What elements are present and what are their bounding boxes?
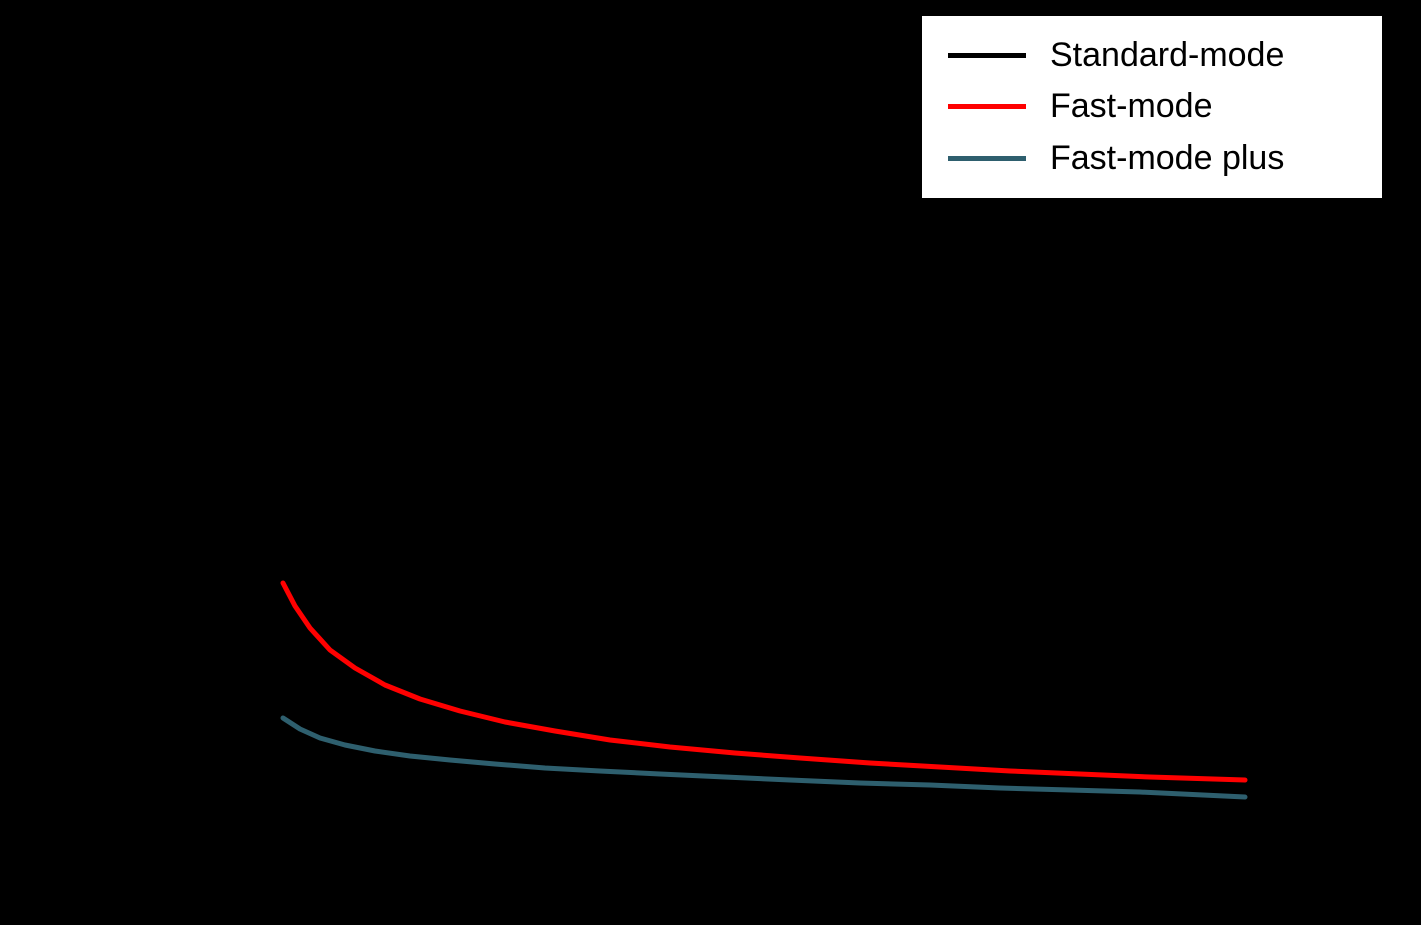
legend-line-swatch [948, 53, 1026, 59]
legend-label: Standard-mode [1050, 35, 1285, 74]
fast-mode-plus-line [280, 715, 1248, 800]
legend-entry-standard-mode: Standard-mode [948, 35, 1356, 74]
legend-entry-fast-mode: Fast-mode [948, 87, 1356, 126]
legend: Standard-mode Fast-mode Fast-mode plus [920, 14, 1384, 200]
legend-line-swatch [948, 155, 1026, 161]
legend-label: Fast-mode plus [1050, 138, 1285, 177]
legend-line-swatch [948, 104, 1026, 110]
fast-mode-line [280, 580, 1248, 783]
legend-entry-fast-mode-plus: Fast-mode plus [948, 138, 1356, 177]
legend-label: Fast-mode [1050, 87, 1213, 126]
